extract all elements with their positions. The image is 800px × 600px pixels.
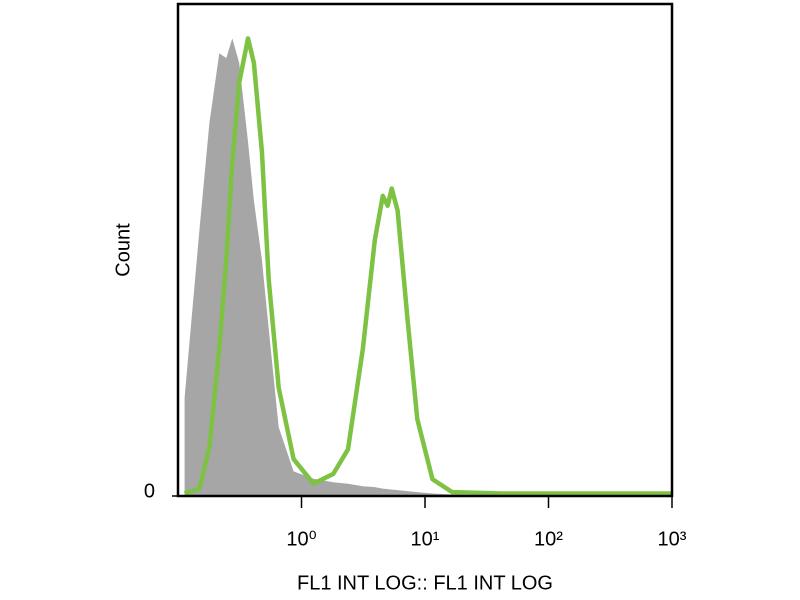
x-tick-label: 10² bbox=[534, 528, 563, 550]
area bbox=[184, 38, 672, 497]
x-tick-label: 10³ bbox=[658, 528, 687, 550]
y-tick-label: 0 bbox=[144, 480, 155, 502]
x-tick-label: 10⁰ bbox=[286, 528, 316, 550]
x-axis-label: FL1 INT LOG:: FL1 INT LOG bbox=[297, 572, 553, 594]
line bbox=[183, 36, 672, 496]
y-axis-label: Count bbox=[112, 223, 134, 277]
x-tick-label: 10¹ bbox=[411, 528, 440, 550]
